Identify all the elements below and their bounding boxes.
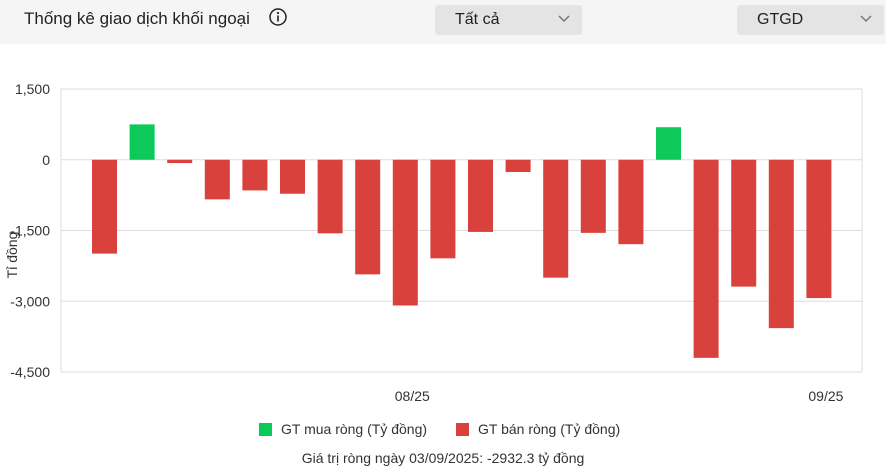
bar-net-sell[interactable] [242,159,268,191]
bar-net-sell[interactable] [505,159,531,173]
bar-net-sell[interactable] [92,159,117,254]
chart-bars [92,124,832,358]
bar-net-sell[interactable] [618,159,644,245]
legend-sell-label: GT bán ròng (Tỷ đồng) [478,421,621,437]
y-tick-label: -1,500 [10,223,50,239]
bar-net-sell[interactable] [392,159,418,306]
y-tick-label: -3,000 [10,293,50,309]
bar-net-sell[interactable] [167,159,193,164]
bar-net-sell[interactable] [543,159,569,278]
bar-net-sell[interactable] [430,159,456,259]
bar-net-sell[interactable] [355,159,381,275]
x-axis: 08/25 09/25 [395,388,844,404]
chevron-down-icon [860,15,872,23]
bar-net-sell[interactable] [693,159,719,358]
bar-net-buy[interactable] [129,124,155,160]
metric-filter-value: GTGD [757,11,804,28]
info-icon[interactable] [268,7,288,27]
y-tick-label: 1,500 [15,81,50,97]
bar-net-sell[interactable] [317,159,343,234]
y-tick-label: 0 [42,152,50,168]
x-tick-label: 09/25 [808,388,843,404]
bar-net-sell[interactable] [204,159,230,200]
scope-filter-select[interactable]: Tất cả [435,5,582,35]
legend-buy-swatch [259,423,272,436]
bar-net-sell[interactable] [806,159,832,299]
chart-grid [60,88,863,373]
net-value-summary: Giá trị ròng ngày 03/09/2025: -2932.3 tỷ… [301,450,585,466]
legend-buy-label: GT mua ròng (Tỷ đồng) [281,421,428,437]
bar-net-buy[interactable] [656,127,681,160]
header-bar: Thống kê giao dịch khối ngoại Tất cả GTG… [0,0,886,44]
scope-filter-value: Tất cả [455,11,500,28]
bar-net-sell[interactable] [731,159,757,287]
chevron-down-icon [558,15,570,23]
bar-net-sell[interactable] [468,159,493,232]
bar-net-sell[interactable] [768,159,794,329]
page-title: Thống kê giao dịch khối ngoại [24,9,250,28]
y-axis-label: Tỉ đồng [4,232,20,279]
net-trading-chart: 1,500 0 -1,500 -3,000 -4,500 08/25 09/25 Tỉ đ… [4,81,863,404]
y-tick-label: -4,500 [10,364,50,380]
bar-net-sell[interactable] [280,159,305,194]
legend-buy[interactable]: GT mua ròng (Tỷ đồng) [259,421,427,437]
y-axis: 1,500 0 -1,500 -3,000 -4,500 [10,81,50,380]
legend-sell-swatch [456,423,469,436]
bar-net-sell[interactable] [580,159,606,233]
x-tick-label: 08/25 [395,388,430,404]
metric-filter-select[interactable]: GTGD [737,5,884,35]
legend-sell[interactable]: GT bán ròng (Tỷ đồng) [456,421,620,437]
